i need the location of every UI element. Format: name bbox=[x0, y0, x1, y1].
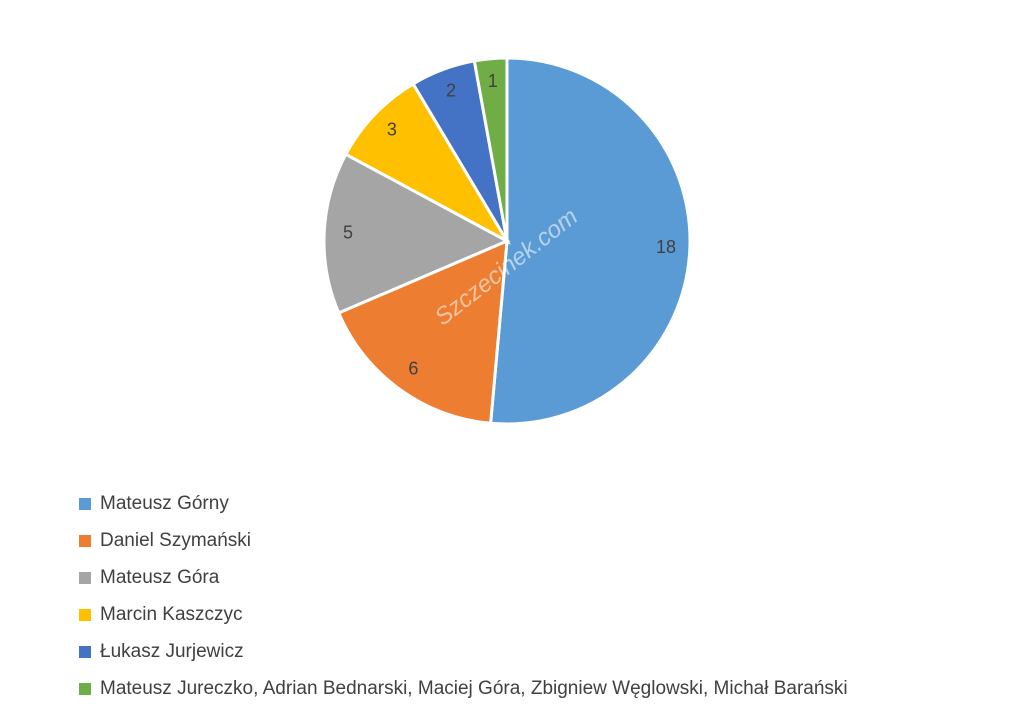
legend-swatch bbox=[79, 498, 91, 510]
legend-label: Łukasz Jurjewicz bbox=[100, 641, 244, 662]
legend-label: Marcin Kaszczyc bbox=[100, 604, 243, 625]
legend-label: Mateusz Góra bbox=[100, 567, 220, 588]
data-label: 3 bbox=[387, 120, 397, 140]
data-label: 1 bbox=[488, 71, 498, 91]
legend: Mateusz Górny Daniel Szymański Mateusz Gór… bbox=[79, 493, 848, 699]
legend-swatch bbox=[79, 572, 91, 584]
slice bbox=[488, 56, 692, 426]
legend-label: Mateusz Jureczko, Adrian Bednarski, Maci… bbox=[100, 678, 848, 699]
slice bbox=[472, 56, 509, 242]
slice bbox=[336, 238, 509, 425]
data-label: 2 bbox=[446, 81, 456, 101]
slice bbox=[322, 152, 511, 315]
legend-swatch bbox=[79, 609, 91, 621]
legend-swatch bbox=[79, 535, 91, 547]
pie bbox=[322, 56, 692, 426]
data-label: 6 bbox=[408, 359, 418, 379]
legend-swatch bbox=[79, 646, 91, 658]
legend-label: Mateusz Górny bbox=[100, 493, 229, 514]
legend-label: Daniel Szymański bbox=[100, 530, 251, 551]
data-label: 18 bbox=[656, 237, 676, 257]
data-labels: 18 6 5 3 2 1 bbox=[343, 71, 676, 378]
legend-swatch bbox=[79, 683, 91, 695]
slice bbox=[343, 81, 512, 245]
data-label: 5 bbox=[343, 223, 353, 243]
